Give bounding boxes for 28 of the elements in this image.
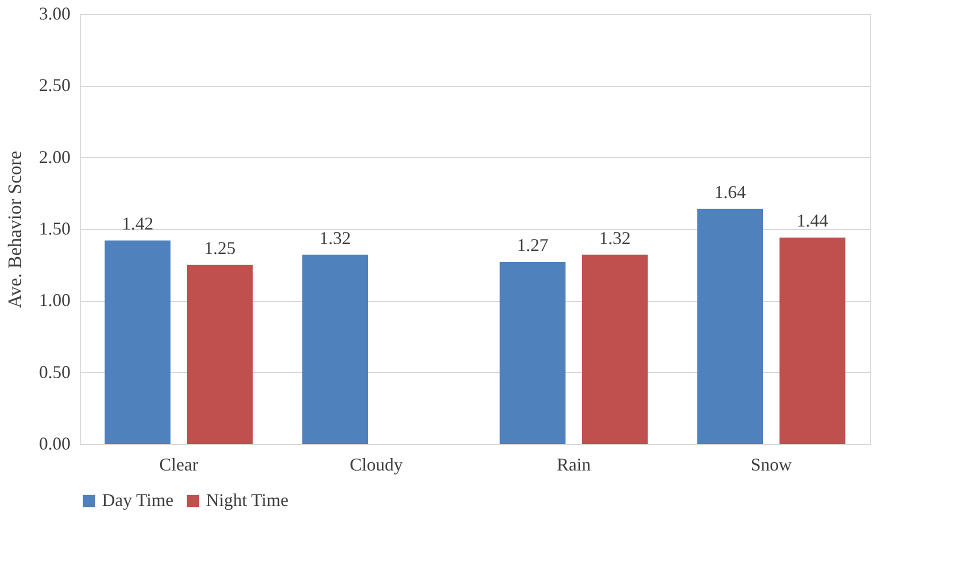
data-label: 1.44 (796, 210, 828, 231)
bar (582, 254, 648, 444)
data-label: 1.27 (516, 234, 548, 255)
y-tick-label: 3.00 (39, 4, 70, 24)
data-label: 1.32 (319, 228, 351, 248)
x-tick-label: Rain (556, 454, 591, 474)
legend-label: Night Time (206, 490, 289, 510)
x-tick-label: Snow (750, 454, 792, 474)
bar (697, 208, 764, 444)
y-tick-label: 0.00 (39, 434, 70, 454)
bar (302, 254, 368, 444)
y-tick-label: 1.00 (39, 290, 70, 310)
x-tick-label: Clear (159, 454, 198, 474)
y-tick-label: 1.50 (39, 218, 70, 238)
y-tick-label: 2.50 (39, 75, 70, 96)
bar (779, 238, 846, 444)
data-label: 1.25 (204, 238, 236, 258)
data-label: 1.64 (714, 182, 746, 202)
x-tick-label: Cloudy (350, 454, 403, 474)
data-label: 1.32 (599, 228, 631, 248)
bar (500, 262, 566, 444)
y-tick-label: 0.50 (39, 362, 70, 382)
data-label: 1.42 (122, 213, 154, 234)
bar (104, 240, 171, 444)
y-tick-label: 2.00 (39, 146, 70, 167)
legend-label: Day Time (102, 490, 174, 510)
y-axis-title: Ave. Behavior Score (5, 150, 26, 308)
bar (186, 264, 253, 444)
